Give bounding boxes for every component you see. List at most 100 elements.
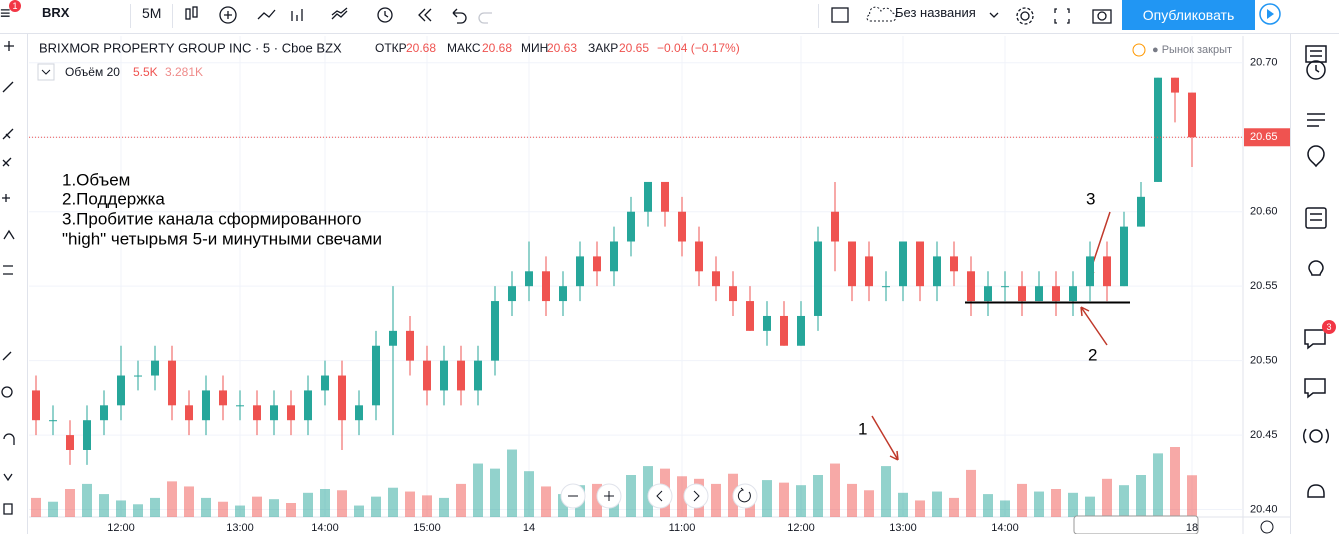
candle-body [831,211,839,242]
candle-body [1103,256,1111,287]
candle-body [746,301,754,331]
volume-bar [99,494,109,517]
volume-bar [439,497,449,517]
arrow [871,415,899,461]
volume-bar [898,492,908,517]
volume-bar [269,499,279,517]
volume-bar [643,466,653,517]
candle-body [1137,196,1145,227]
annotation-line: "high" четырьмя 5-и минутными свечами [62,229,382,248]
candle-body [100,405,108,421]
candle-body [576,256,584,287]
candle-body [610,241,618,272]
collapse-icon [41,69,51,75]
annotation-line: 2.Поддержка [62,189,165,208]
volume-bar [48,501,58,517]
volume-bar [983,494,993,517]
layout-name[interactable]: Без названия [895,5,976,20]
candle-body [253,405,261,421]
candle-body [219,390,227,406]
candle-body [117,375,125,406]
volume-bar [1119,485,1129,517]
replay-button[interactable] [1258,2,1284,28]
volume-bar [1051,489,1061,517]
volume-bar [354,505,364,517]
volume-bar [779,482,789,517]
volume-bar [405,491,415,517]
volume-bar [541,486,551,517]
x-tick-label: 18 [1186,522,1198,534]
candle-body [984,286,992,302]
candle-body [508,286,516,302]
volume-bar [1000,500,1010,517]
volume-bar [1170,447,1180,517]
candle-body [151,360,159,376]
candle-body [491,301,499,361]
toolbar-icons[interactable] [180,3,500,27]
separator [818,4,819,28]
last-price-label: 20.65 [1250,131,1278,143]
volume-bar [558,494,568,517]
candle-body [644,181,652,212]
y-tick-label: 20.70 [1250,57,1278,69]
last-price-tag [1244,128,1290,147]
volume-ma: 3.281K [165,65,203,79]
symbol[interactable]: BRX [42,5,70,20]
candle-body [1069,286,1077,302]
sidebar-icons[interactable] [1291,34,1339,534]
change: −0.04 (−0.17%) [657,41,740,55]
open-label: ОТКР [375,41,407,55]
volume-bar [116,500,126,517]
volume-bar [133,504,143,517]
x-tick-label: 12:00 [107,522,135,534]
collapse-button[interactable] [37,63,55,81]
volume-bar [252,496,262,517]
candle-body [1086,256,1094,287]
candle-body [168,360,176,406]
candle-body [950,256,958,272]
candle-body [202,390,210,421]
annotation-line: 1.Объем [62,170,130,189]
y-tick-label: 20.40 [1250,503,1278,515]
volume-bar [218,501,228,517]
candle-body [1018,286,1026,302]
layout-icons[interactable] [830,5,900,27]
chart-nav[interactable] [560,483,1274,534]
candle-body [559,286,567,302]
high-label: МАКС [447,41,481,55]
volume-bar [1034,491,1044,517]
x-tick-label: 14:00 [991,522,1019,534]
arrow [1080,306,1108,346]
y-tick-label: 20.45 [1250,429,1278,441]
candle-body [1188,92,1196,138]
volume-bar [1136,475,1146,517]
volume-bar [711,483,721,517]
menu-button[interactable]: ≡ [0,3,11,23]
settings-icons[interactable] [985,5,1120,27]
volume-bar [915,500,925,517]
volume-bar [626,475,636,517]
volume-bar [966,469,976,517]
candle-body [440,360,448,391]
y-tick-label: 20.55 [1250,280,1278,292]
volume-bar [677,476,687,517]
candle-body [729,286,737,302]
annotation-line: 3.Пробитие канала сформированного [62,209,362,228]
volume-bar [150,497,160,517]
candle-body [848,241,856,287]
volume-bar [371,496,381,517]
drawing-tools[interactable] [0,34,28,534]
volume-bar [949,497,959,517]
candle-body [474,360,482,391]
publish-button[interactable]: Опубликовать [1122,0,1255,30]
interval[interactable]: 5M [142,5,162,21]
x-tick-label: 12:00 [787,522,815,534]
candle-body [882,286,890,288]
candle-body [627,211,635,242]
volume-bar [1153,453,1163,517]
chart: BRIXMOR PROPERTY GROUP INC · 5 · Cboe BZ… [29,36,1290,534]
market-status: ● Рынок закрыт [1152,44,1232,56]
volume-bar [864,490,874,517]
volume-bar [320,489,330,517]
volume-bar [388,487,398,517]
